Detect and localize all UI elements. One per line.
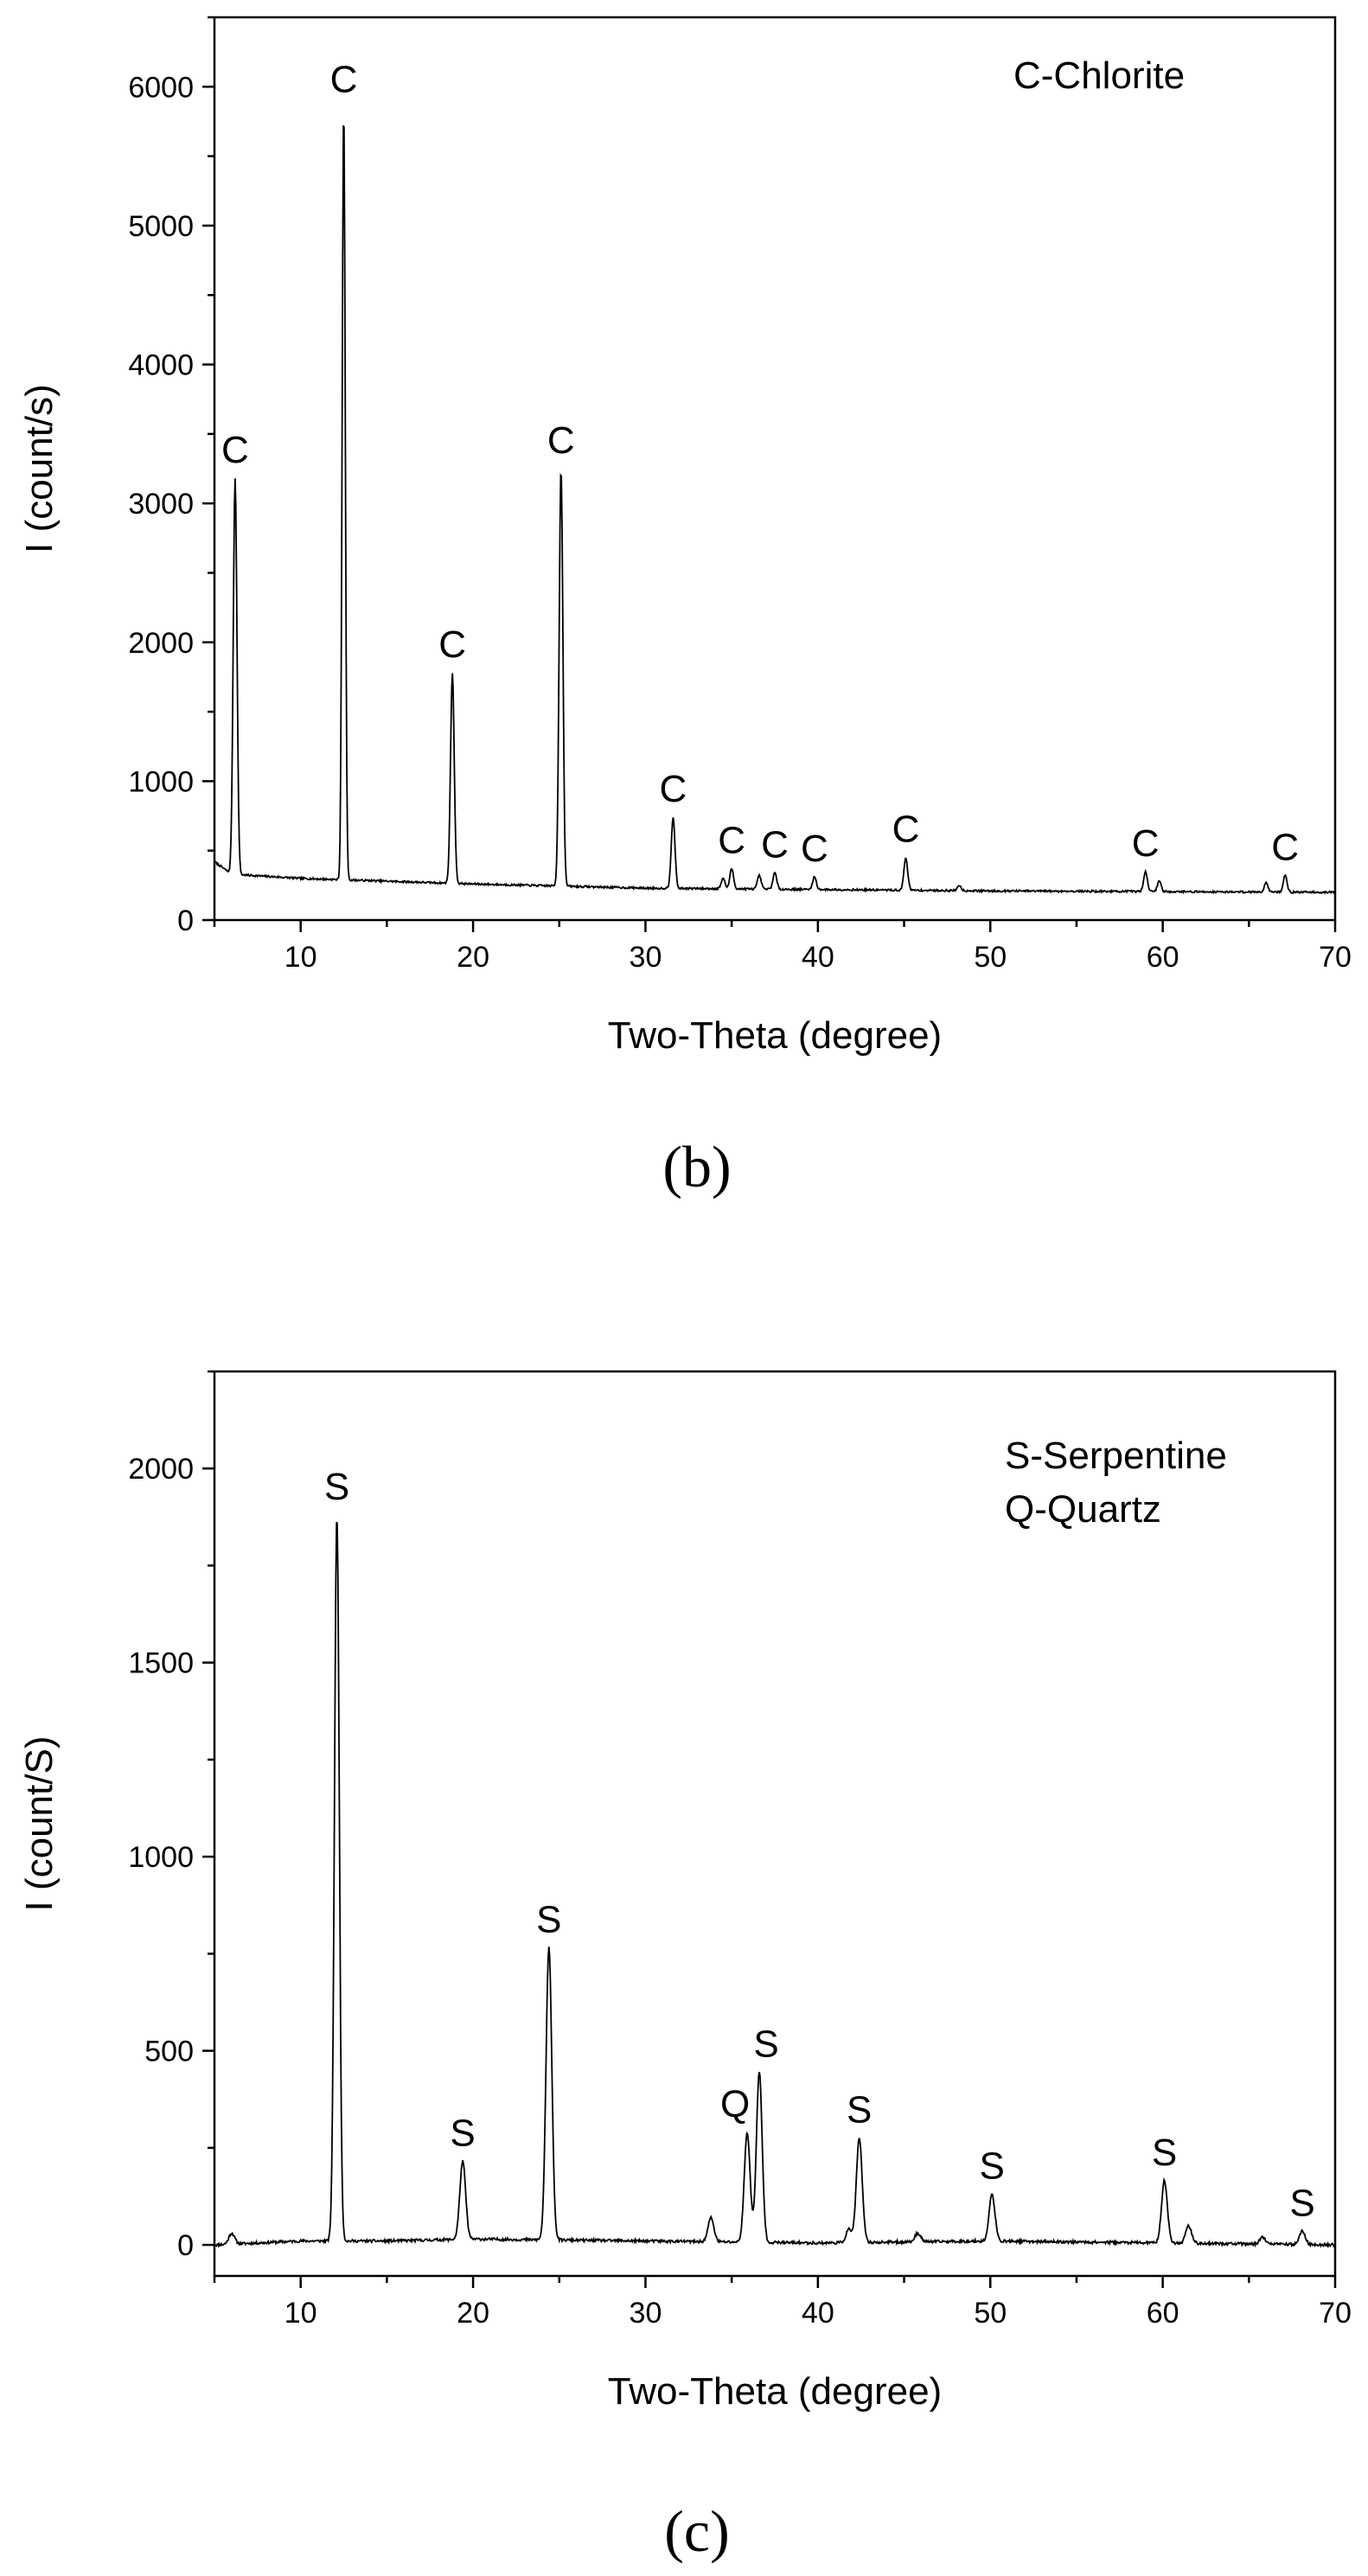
y-axis-title: I (count/S) [18, 1736, 61, 1912]
peak-label: C [547, 419, 575, 462]
x-tick-label: 20 [457, 941, 489, 974]
peak-label: Q [720, 2083, 750, 2125]
y-tick-label: 2000 [128, 1453, 194, 1486]
x-tick-label: 60 [1147, 941, 1179, 974]
peak-label: S [753, 2023, 778, 2065]
x-tick-label: 40 [802, 2297, 834, 2330]
peak-label: S [980, 2145, 1005, 2188]
y-tick-label: 5000 [128, 210, 194, 243]
peak-label: C [659, 768, 687, 810]
y-tick-label: 1000 [128, 765, 194, 798]
x-tick-label: 50 [974, 941, 1007, 974]
x-tick-label: 60 [1147, 2297, 1179, 2330]
y-tick-label: 1000 [128, 1841, 194, 1874]
peak-label: S [450, 2113, 475, 2155]
peak-label: S [536, 1899, 561, 1941]
peak-label: C [330, 58, 358, 100]
peak-label: C [221, 429, 249, 471]
peak-point [559, 468, 562, 470]
peak-label: S [847, 2089, 872, 2132]
legend-entry: Q-Quartz [1005, 1488, 1161, 1531]
peak-label: S [324, 1466, 349, 1508]
chart-panel-c: 10 20 30 40 50 60 70 0 500 1000 1500 2000 Two-Theta … [18, 1370, 1352, 2564]
y-tick-label: 2000 [128, 627, 194, 660]
series-trace [214, 125, 1336, 895]
peak-label: C [718, 820, 745, 862]
y-tick-label: 6000 [128, 71, 194, 104]
legend-entry: C-Chlorite [1013, 54, 1185, 97]
peak-label: S [1152, 2132, 1177, 2174]
y-axis-title: I (count/s) [18, 384, 61, 553]
x-tick-label: 10 [284, 2297, 317, 2330]
x-tick-label: 20 [457, 2297, 489, 2330]
y-tick-label: 1500 [128, 1647, 194, 1680]
plot-frame [213, 1370, 1337, 2278]
series-trace [214, 1521, 1336, 2249]
peak-label: C [761, 823, 789, 866]
x-axis-title: Two-Theta (degree) [608, 2370, 942, 2413]
peak-label: C [1271, 827, 1299, 869]
x-tick-label: 50 [974, 2297, 1007, 2330]
x-tick-label: 30 [630, 941, 662, 974]
y-tick-label: 4000 [128, 349, 194, 382]
x-tick-label: 30 [630, 2297, 662, 2330]
y-tick-label: 0 [177, 2229, 194, 2262]
legend-entry: S-Serpentine [1005, 1435, 1227, 1477]
y-tick-label: 0 [177, 904, 194, 937]
x-tick-label: 10 [284, 941, 317, 974]
panel-label: (b) [662, 1134, 731, 1199]
peak-label: C [801, 828, 828, 870]
y-tick-label: 3000 [128, 488, 194, 521]
x-axis-title: Two-Theta (degree) [608, 1014, 942, 1057]
peak-label: C [438, 623, 466, 666]
x-tick-label: 40 [802, 941, 834, 974]
x-tick-label: 70 [1319, 941, 1352, 974]
peak-point [336, 1514, 338, 1517]
plot-frame [213, 16, 1337, 922]
peak-label: C [892, 809, 920, 851]
peak-label: S [1289, 2182, 1314, 2224]
panel-label: (c) [664, 2498, 729, 2564]
y-tick-label: 500 [144, 2036, 194, 2068]
chart-panel-b: 10 20 30 40 50 60 70 0 1000 2000 3000 4000 5000 6000 T… [18, 16, 1352, 1199]
peak-point [342, 106, 345, 109]
x-tick-label: 70 [1319, 2297, 1352, 2330]
peak-label: C [1132, 822, 1160, 865]
